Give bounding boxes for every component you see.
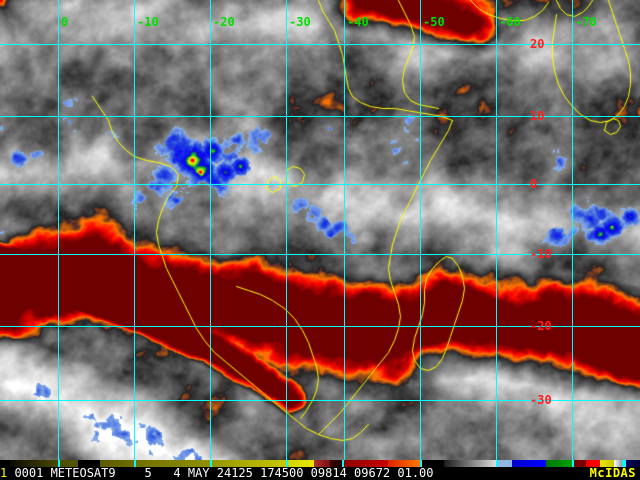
satellite-image-canvas xyxy=(0,0,640,460)
color-bar-segment-8 xyxy=(210,460,212,467)
color-bar-segment-10 xyxy=(286,460,288,467)
color-bar-segment-25 xyxy=(574,460,586,467)
color-bar-segment-28 xyxy=(614,460,622,467)
color-bar-segment-2 xyxy=(58,460,60,467)
color-bar-segment-16 xyxy=(388,460,420,467)
color-bar-segment-9 xyxy=(212,460,286,467)
color-bar-segment-21 xyxy=(498,460,512,467)
color-bar-segment-13 xyxy=(330,460,342,467)
info-bar: 1 0001 METEOSAT9 5 4 MAY 24125 174500 09… xyxy=(0,460,640,480)
color-bar-segment-12 xyxy=(314,460,330,467)
color-bar-segment-15 xyxy=(344,460,388,467)
color-bar-segment-20 xyxy=(496,460,498,467)
color-bar-segment-19 xyxy=(444,460,496,467)
footer-text: 1 0001 METEOSAT9 5 4 MAY 24125 174500 09… xyxy=(0,467,640,480)
color-bar-segment-3 xyxy=(60,460,78,467)
color-bar-segment-14 xyxy=(342,460,344,467)
color-bar-segment-18 xyxy=(422,460,444,467)
color-bar-segment-0 xyxy=(0,460,10,467)
footer-frame-marker: 1 xyxy=(0,466,8,480)
color-bar-segment-23 xyxy=(546,460,572,467)
color-bar-segment-22 xyxy=(512,460,546,467)
color-bar-segment-17 xyxy=(420,460,422,467)
mcidas-logo: McIDAS xyxy=(589,466,636,480)
color-bar xyxy=(0,460,640,467)
color-bar-segment-27 xyxy=(600,460,614,467)
color-bar-segment-5 xyxy=(100,460,134,467)
footer-metadata: 0001 METEOSAT9 5 4 MAY 24125 174500 0981… xyxy=(7,466,434,480)
color-bar-segment-7 xyxy=(136,460,210,467)
color-bar-segment-6 xyxy=(134,460,136,467)
color-bar-segment-29 xyxy=(622,460,626,467)
color-bar-segment-4 xyxy=(78,460,100,467)
color-bar-segment-26 xyxy=(586,460,600,467)
satellite-image xyxy=(0,0,640,460)
color-bar-segment-24 xyxy=(572,460,574,467)
color-bar-segment-1 xyxy=(10,460,58,467)
color-bar-segment-30 xyxy=(626,460,640,467)
color-bar-segment-11 xyxy=(288,460,314,467)
